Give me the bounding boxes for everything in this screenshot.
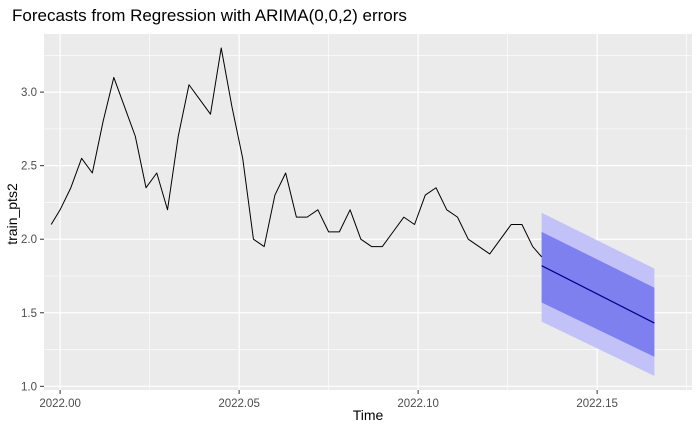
x-axis: 2022.00 2022.05 2022.10 2022.15 — [39, 390, 618, 410]
y-axis-title: train_pts2 — [4, 183, 20, 245]
y-tick-label: 1.5 — [21, 308, 37, 320]
chart-title: Forecasts from Regression with ARIMA(0,0… — [12, 6, 407, 25]
x-tick-label: 2022.05 — [218, 398, 260, 410]
x-tick-label: 2022.00 — [39, 398, 81, 410]
y-tick-label: 2.0 — [21, 234, 37, 246]
x-axis-title: Time — [352, 407, 384, 423]
x-tick-label: 2022.15 — [576, 398, 618, 410]
y-tick-label: 1.0 — [21, 381, 37, 393]
x-tick-label: 2022.10 — [397, 398, 439, 410]
y-tick-label: 3.0 — [21, 87, 37, 99]
y-axis: 1.0 1.5 2.0 2.5 3.0 — [21, 87, 44, 393]
y-tick-label: 2.5 — [21, 161, 37, 173]
minor-gridlines — [44, 34, 692, 390]
forecast-mean-line — [541, 265, 655, 324]
observed-series-line — [50, 47, 543, 258]
data-lines — [50, 47, 655, 324]
